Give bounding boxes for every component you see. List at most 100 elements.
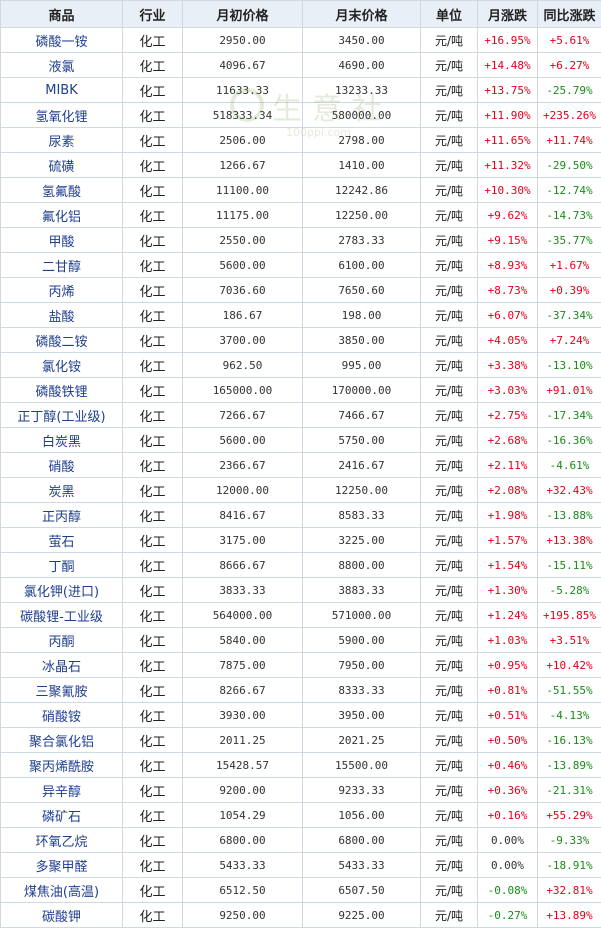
commodity-name[interactable]: 三聚氰胺	[1, 678, 123, 703]
commodity-name[interactable]: 磷酸铁锂	[1, 378, 123, 403]
yoy-change-cell: -25.79%	[538, 78, 601, 103]
industry-cell: 化工	[123, 528, 183, 553]
commodity-name[interactable]: 磷酸一铵	[1, 28, 123, 53]
industry-cell: 化工	[123, 828, 183, 853]
commodity-name[interactable]: 白炭黑	[1, 428, 123, 453]
commodity-name[interactable]: 氢氟酸	[1, 178, 123, 203]
month-change-cell: +11.90%	[478, 103, 538, 128]
commodity-name[interactable]: 氯化铵	[1, 353, 123, 378]
end-price-cell: 5433.33	[303, 853, 421, 878]
commodity-name[interactable]: 丙酮	[1, 628, 123, 653]
yoy-change-cell: +13.89%	[538, 903, 601, 928]
yoy-change-cell: -12.74%	[538, 178, 601, 203]
month-change-cell: +0.36%	[478, 778, 538, 803]
yoy-change-cell: -16.36%	[538, 428, 601, 453]
yoy-change-cell: +1.67%	[538, 253, 601, 278]
unit-cell: 元/吨	[421, 253, 478, 278]
industry-cell: 化工	[123, 578, 183, 603]
commodity-name[interactable]: 盐酸	[1, 303, 123, 328]
industry-cell: 化工	[123, 628, 183, 653]
table-header: 商品 行业 月初价格 月末价格 单位 月涨跌 同比涨跌	[1, 1, 601, 28]
month-change-cell: +9.15%	[478, 228, 538, 253]
commodity-name[interactable]: MIBK	[1, 78, 123, 103]
industry-cell: 化工	[123, 378, 183, 403]
end-price-cell: 3883.33	[303, 578, 421, 603]
commodity-name[interactable]: 尿素	[1, 128, 123, 153]
unit-cell: 元/吨	[421, 678, 478, 703]
start-price-cell: 9250.00	[183, 903, 303, 928]
month-change-cell: +0.50%	[478, 728, 538, 753]
industry-cell: 化工	[123, 653, 183, 678]
commodity-name[interactable]: 丁酮	[1, 553, 123, 578]
commodity-name[interactable]: 萤石	[1, 528, 123, 553]
yoy-change-cell: -4.61%	[538, 453, 601, 478]
end-price-cell: 9225.00	[303, 903, 421, 928]
month-change-cell: -0.08%	[478, 878, 538, 903]
commodity-name[interactable]: 碳酸钾	[1, 903, 123, 928]
yoy-change-cell: -35.77%	[538, 228, 601, 253]
commodity-name[interactable]: 液氯	[1, 53, 123, 78]
commodity-name[interactable]: 磷矿石	[1, 803, 123, 828]
start-price-cell: 3930.00	[183, 703, 303, 728]
month-change-cell: +16.95%	[478, 28, 538, 53]
commodity-name[interactable]: 氟化铝	[1, 203, 123, 228]
unit-cell: 元/吨	[421, 628, 478, 653]
month-change-cell: +3.38%	[478, 353, 538, 378]
commodity-name[interactable]: 环氧乙烷	[1, 828, 123, 853]
commodity-name[interactable]: 异辛醇	[1, 778, 123, 803]
commodity-name[interactable]: 氢氧化锂	[1, 103, 123, 128]
unit-cell: 元/吨	[421, 28, 478, 53]
month-change-cell: +11.65%	[478, 128, 538, 153]
end-price-cell: 571000.00	[303, 603, 421, 628]
unit-cell: 元/吨	[421, 103, 478, 128]
commodity-name[interactable]: 聚丙烯酰胺	[1, 753, 123, 778]
industry-cell: 化工	[123, 803, 183, 828]
month-change-cell: +0.16%	[478, 803, 538, 828]
yoy-change-cell: +10.42%	[538, 653, 601, 678]
commodity-name[interactable]: 碳酸锂-工业级	[1, 603, 123, 628]
end-price-cell: 3850.00	[303, 328, 421, 353]
yoy-change-cell: +235.26%	[538, 103, 601, 128]
month-change-cell: +1.03%	[478, 628, 538, 653]
yoy-change-cell: +13.38%	[538, 528, 601, 553]
commodity-name[interactable]: 炭黑	[1, 478, 123, 503]
start-price-cell: 3833.33	[183, 578, 303, 603]
commodity-name[interactable]: 磷酸二铵	[1, 328, 123, 353]
commodity-name[interactable]: 多聚甲醛	[1, 853, 123, 878]
commodity-name[interactable]: 冰晶石	[1, 653, 123, 678]
yoy-change-cell: +32.81%	[538, 878, 601, 903]
end-price-cell: 12250.00	[303, 203, 421, 228]
unit-cell: 元/吨	[421, 778, 478, 803]
header-start-price: 月初价格	[183, 1, 303, 28]
commodity-name[interactable]: 硝酸铵	[1, 703, 123, 728]
commodity-name[interactable]: 氯化钾(进口)	[1, 578, 123, 603]
commodity-name[interactable]: 正丙醇	[1, 503, 123, 528]
end-price-cell: 12250.00	[303, 478, 421, 503]
commodity-name[interactable]: 聚合氯化铝	[1, 728, 123, 753]
month-change-cell: +13.75%	[478, 78, 538, 103]
month-change-cell: +10.30%	[478, 178, 538, 203]
header-yoy-change: 同比涨跌	[538, 1, 601, 28]
unit-cell: 元/吨	[421, 753, 478, 778]
start-price-cell: 8666.67	[183, 553, 303, 578]
commodity-name[interactable]: 硝酸	[1, 453, 123, 478]
start-price-cell: 3700.00	[183, 328, 303, 353]
commodity-name[interactable]: 甲酸	[1, 228, 123, 253]
commodity-name[interactable]: 丙烯	[1, 278, 123, 303]
unit-cell: 元/吨	[421, 478, 478, 503]
unit-cell: 元/吨	[421, 803, 478, 828]
commodity-name[interactable]: 二甘醇	[1, 253, 123, 278]
industry-cell: 化工	[123, 178, 183, 203]
start-price-cell: 2506.00	[183, 128, 303, 153]
industry-cell: 化工	[123, 428, 183, 453]
start-price-cell: 5840.00	[183, 628, 303, 653]
commodity-name[interactable]: 硫磺	[1, 153, 123, 178]
month-change-cell: +0.81%	[478, 678, 538, 703]
commodity-name[interactable]: 煤焦油(高温)	[1, 878, 123, 903]
start-price-cell: 4096.67	[183, 53, 303, 78]
commodity-name[interactable]: 正丁醇(工业级)	[1, 403, 123, 428]
